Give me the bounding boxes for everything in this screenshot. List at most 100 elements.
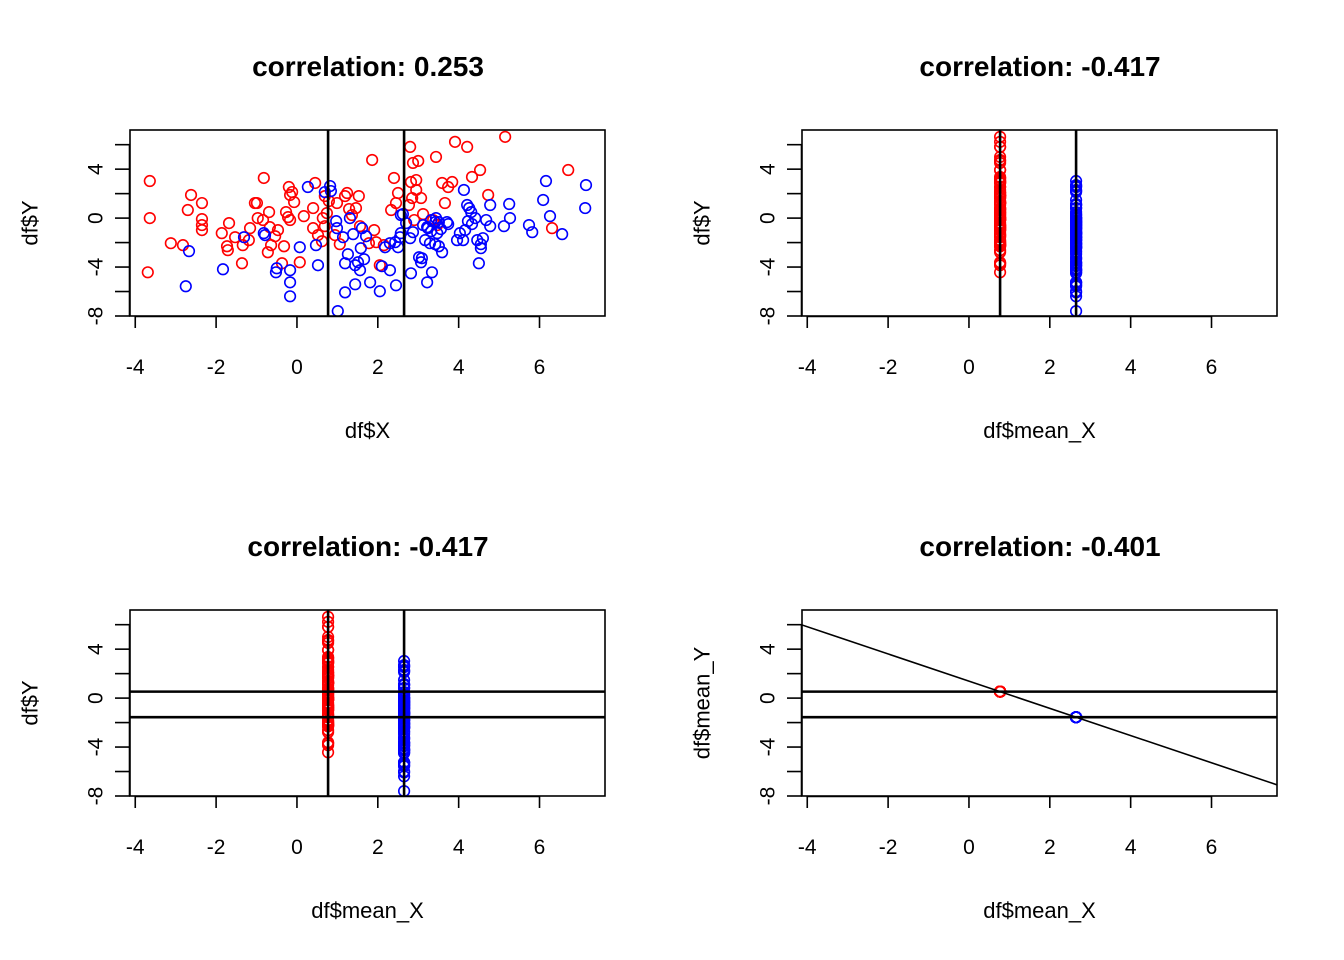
data-point-group2 xyxy=(503,212,517,225)
y-axis-label: df$mean_Y xyxy=(690,646,715,759)
points-layer xyxy=(141,130,593,316)
panel-bottom-left: correlation: -0.417 -4 -2 0 2 4 6 df$mean_X -8 -4… xyxy=(18,531,606,923)
data-point-group2 xyxy=(484,220,497,233)
data-point-group1 xyxy=(307,201,320,215)
data-point-group1 xyxy=(229,231,242,244)
data-point-group1 xyxy=(243,222,257,235)
data-point-group1 xyxy=(465,170,479,184)
data-point-group1 xyxy=(345,208,359,222)
x-tick-label: -4 xyxy=(126,356,145,379)
data-point-group1 xyxy=(176,239,190,252)
x-tick-label: 4 xyxy=(453,356,465,379)
data-point-group2 xyxy=(324,179,337,193)
data-point-group1 xyxy=(283,213,297,227)
x-tick-label: 4 xyxy=(453,836,465,859)
data-point-group1 xyxy=(262,206,276,219)
x-tick-label: 6 xyxy=(1206,836,1218,859)
points-layer xyxy=(993,130,1083,316)
x-axis-label: df$mean_X xyxy=(983,898,1096,923)
data-point-group1 xyxy=(482,188,495,202)
data-point-group1 xyxy=(330,196,344,210)
data-point-group1 xyxy=(352,189,365,203)
data-point-group2 xyxy=(179,280,192,293)
data-point-group2 xyxy=(474,238,487,251)
data-point-group1 xyxy=(283,188,297,202)
y-tick-label: -4 xyxy=(85,257,108,276)
data-point-group1 xyxy=(221,244,234,257)
points-layer xyxy=(321,610,411,796)
y-axis: -8 -4 0 4 xyxy=(85,623,131,805)
data-point-group1 xyxy=(251,212,264,225)
plot-box xyxy=(801,129,1278,317)
y-axis-label: df$Y xyxy=(690,200,715,246)
data-point-group2 xyxy=(359,230,373,243)
x-tick-label: 0 xyxy=(291,836,303,859)
data-point-group2 xyxy=(474,242,487,255)
data-point-group2 xyxy=(216,263,230,276)
data-point-group1 xyxy=(248,196,262,210)
panel-top-left: correlation: 0.253 -4 -2 0 2 4 6 df$X -8 -4 0 4 df$Y xyxy=(18,51,606,443)
data-point-group1 xyxy=(293,256,306,269)
data-point-group2 xyxy=(457,234,470,247)
data-point-group1 xyxy=(338,189,352,203)
data-point-group2 xyxy=(389,279,403,292)
data-point-group2 xyxy=(357,253,371,266)
data-point-group1 xyxy=(261,246,274,259)
chart-title: correlation: -0.417 xyxy=(247,531,488,562)
data-point-group2 xyxy=(301,180,314,194)
data-point-group1 xyxy=(257,171,270,185)
data-point-group2 xyxy=(351,256,365,269)
data-point-group2 xyxy=(269,266,283,279)
data-point-group2 xyxy=(338,286,352,299)
data-point-group1 xyxy=(143,212,156,225)
data-point-group1 xyxy=(333,238,346,251)
y-axis: -8 -4 0 4 xyxy=(85,143,131,325)
data-point-group1 xyxy=(366,153,379,167)
data-point-group2 xyxy=(539,174,553,188)
data-point-group1 xyxy=(461,140,474,153)
data-point-group1 xyxy=(340,186,354,200)
data-point-group1 xyxy=(414,191,428,205)
data-point-group2 xyxy=(258,229,272,242)
data-point-group2 xyxy=(283,290,297,303)
data-point-group1 xyxy=(281,211,295,224)
data-point-group2 xyxy=(415,252,428,265)
data-point-group1 xyxy=(271,224,285,237)
y-tick-label: -4 xyxy=(757,257,780,276)
x-tick-label: -2 xyxy=(879,836,898,859)
x-tick-label: 2 xyxy=(1044,836,1056,859)
data-point-group1 xyxy=(404,140,417,153)
data-point-group2 xyxy=(526,226,539,239)
data-point-group2 xyxy=(283,276,297,289)
data-point-group2 xyxy=(293,241,306,254)
plot-box xyxy=(801,609,1278,797)
data-point-group2 xyxy=(338,257,352,270)
y-tick-label: 4 xyxy=(757,643,780,655)
plot-area xyxy=(130,610,605,796)
data-point-group2 xyxy=(450,234,464,247)
data-point-group2 xyxy=(442,218,455,231)
y-axis-label: df$Y xyxy=(18,680,43,726)
x-tick-label: 0 xyxy=(963,356,975,379)
data-point-group2 xyxy=(394,227,407,240)
data-point-group1 xyxy=(181,203,194,217)
data-point-group2 xyxy=(349,278,362,291)
data-point-group1 xyxy=(438,196,452,210)
data-point-group2 xyxy=(435,246,449,259)
y-tick-label: 0 xyxy=(757,212,780,224)
data-point-group2 xyxy=(404,267,418,280)
data-point-group1 xyxy=(343,202,356,216)
x-tick-label: 0 xyxy=(291,356,303,379)
data-point-group1 xyxy=(164,237,177,250)
plot-box xyxy=(129,609,606,797)
x-axis: -4 -2 0 2 4 6 xyxy=(126,315,545,379)
x-axis-label: df$X xyxy=(345,418,391,443)
y-axis-label: df$Y xyxy=(18,200,43,246)
y-tick-label: 4 xyxy=(757,163,780,175)
data-point-group1 xyxy=(412,154,425,168)
x-tick-label: -4 xyxy=(798,356,817,379)
y-tick-label: 4 xyxy=(85,643,108,655)
data-point-group1 xyxy=(235,257,249,270)
chart-title: correlation: -0.417 xyxy=(919,51,1160,82)
